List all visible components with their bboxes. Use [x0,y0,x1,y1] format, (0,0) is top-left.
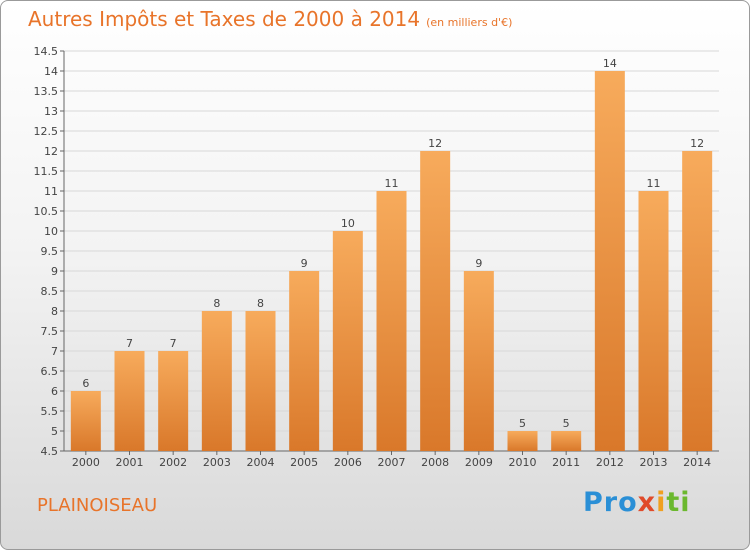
chart-title: Autres Impôts et Taxes de 2000 à 2014 (en… [28,7,512,31]
bar [332,231,363,451]
bar [376,191,407,451]
x-tick-label: 2002 [159,456,187,469]
x-tick-label: 2007 [378,456,406,469]
x-tick-label: 2005 [290,456,318,469]
x-tick-label: 2000 [72,456,100,469]
data-label: 6 [82,377,89,390]
y-tick-label: 5.5 [41,405,59,418]
y-tick-label: 13.5 [34,85,59,98]
x-tick-label: 2004 [247,456,275,469]
data-label: 11 [385,177,399,190]
bar [114,351,145,451]
y-tick-label: 14 [44,65,58,78]
data-label: 10 [341,217,355,230]
chart-unit: (en milliers d'€) [426,16,513,29]
logo-part-3: i [656,487,667,518]
data-label: 7 [126,337,133,350]
x-tick-label: 2001 [116,456,144,469]
y-tick-label: 11.5 [34,165,59,178]
bar [201,311,232,451]
bars [70,71,713,451]
data-label: 12 [690,137,704,150]
data-label: 7 [170,337,177,350]
logo-part-4: ti [666,487,691,518]
y-tick-label: 10 [44,225,58,238]
bar [507,431,538,451]
logo-part-1: Pro [583,487,638,518]
proxiti-logo: Proxiti [583,487,691,518]
bar [158,351,189,451]
y-tick-label: 7.5 [41,325,59,338]
x-tick-label: 2011 [552,456,580,469]
bar [682,151,713,451]
data-label: 9 [301,257,308,270]
y-tick-label: 5 [51,425,58,438]
y-tick-label: 7 [51,345,58,358]
bar [594,71,625,451]
y-tick-label: 4.5 [41,445,59,458]
x-tick-label: 2003 [203,456,231,469]
bar [245,311,276,451]
x-tick-label: 2010 [509,456,537,469]
y-tick-label: 9.5 [41,245,59,258]
data-label: 8 [213,297,220,310]
y-tick-label: 12 [44,145,58,158]
data-label: 9 [475,257,482,270]
y-tick-label: 10.5 [34,205,59,218]
data-label: 5 [519,417,526,430]
y-tick-label: 14.5 [34,45,59,58]
data-label: 12 [428,137,442,150]
x-tick-label: 2009 [465,456,493,469]
bar [638,191,669,451]
data-label: 8 [257,297,264,310]
bar [70,391,101,451]
x-tick-label: 2012 [596,456,624,469]
bar [551,431,582,451]
bar [463,271,494,451]
x-tick-label: 2013 [640,456,668,469]
bar [420,151,451,451]
x-tick-label: 2006 [334,456,362,469]
y-tick-label: 8 [51,305,58,318]
x-tick-label: 2014 [683,456,711,469]
y-tick-label: 9 [51,265,58,278]
data-label: 5 [563,417,570,430]
y-tick-label: 13 [44,105,58,118]
y-tick-label: 8.5 [41,285,59,298]
y-tick-label: 6.5 [41,365,59,378]
chart-title-text: Autres Impôts et Taxes de 2000 à 2014 [28,7,421,31]
data-label: 14 [603,57,617,70]
y-tick-label: 12.5 [34,125,59,138]
bar [289,271,320,451]
logo-part-2: x [637,487,657,518]
x-tick-label: 2008 [421,456,449,469]
y-tick-label: 6 [51,385,58,398]
place-name: PLAINOISEAU [37,495,158,516]
data-label: 11 [647,177,661,190]
labels: 4.5 5 5.5 6 6.5 7 7.5 8 8.5 9 9.5 10 10.5 11 11.5 12 12.… [34,45,712,469]
y-tick-label: 11 [44,185,58,198]
